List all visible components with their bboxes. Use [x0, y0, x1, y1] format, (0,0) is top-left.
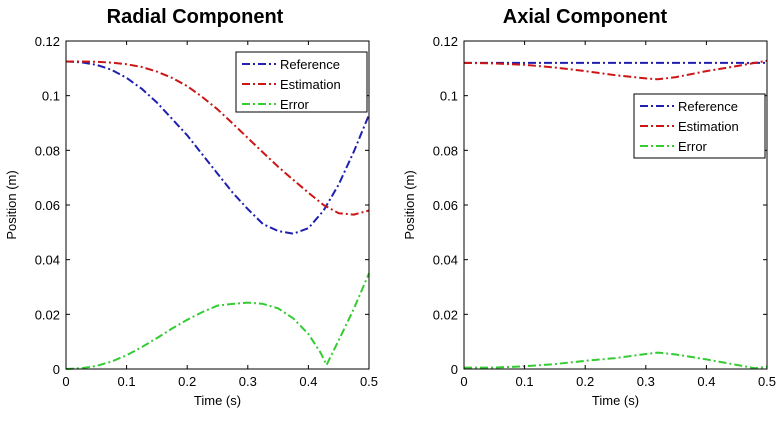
y-tick-label: 0.04	[35, 253, 60, 268]
y-tick-label: 0	[53, 362, 60, 377]
y-tick-label: 0.06	[35, 198, 60, 213]
series-line-estimation	[463, 59, 768, 81]
series-line-reference	[65, 60, 370, 235]
y-tick-label: 0.04	[433, 253, 458, 268]
x-tick-label: 0.5	[360, 374, 378, 389]
x-tick-label: 0.1	[516, 374, 534, 389]
legend-box	[633, 93, 766, 159]
plot-area-frame	[463, 40, 768, 370]
radial-chart-panel: Radial Component 0 0.1 0.2 0.3 0.4 0.5 0 0.02 0.…	[0, 0, 390, 418]
legend: Reference Estimation Error	[235, 51, 368, 113]
chart-title: Radial Component	[106, 6, 284, 28]
x-tick-label: 0.2	[576, 374, 594, 389]
legend-label-error: Error	[678, 139, 708, 154]
series-line-error	[65, 272, 370, 370]
y-axis-label: Position (m)	[4, 170, 19, 239]
y-tick-label: 0.06	[433, 198, 458, 213]
y-tick-label: 0.1	[440, 89, 458, 104]
y-tick-label: 0.08	[433, 143, 458, 158]
x-tick-label: 0.2	[178, 374, 196, 389]
legend: Reference Estimation Error	[633, 93, 766, 159]
legend-label-estimation: Estimation	[678, 119, 739, 134]
legend-label-error: Error	[280, 97, 310, 112]
x-tick-label: 0.4	[299, 374, 317, 389]
y-tick-label: 0	[451, 362, 458, 377]
x-axis-label: Time (s)	[592, 393, 639, 408]
y-tick-label: 0.02	[35, 307, 60, 322]
x-tick-label: 0	[460, 374, 467, 389]
x-tick-label: 0.3	[239, 374, 257, 389]
x-tick-label: 0.5	[758, 374, 776, 389]
legend-label-reference: Reference	[678, 99, 738, 114]
radial-chart: 0 0.1 0.2 0.3 0.4 0.5 0 0.02 0.04 0.06 0.08 0.1 0.12…	[4, 34, 378, 408]
y-tick-label: 0.1	[42, 89, 60, 104]
x-tick-label: 0.4	[697, 374, 715, 389]
x-tick-label: 0.1	[118, 374, 136, 389]
y-tick-label: 0.02	[433, 307, 458, 322]
chart-title: Axial Component	[502, 6, 668, 28]
y-tick-label: 0.08	[35, 143, 60, 158]
legend-label-estimation: Estimation	[280, 77, 341, 92]
y-tick-label: 0.12	[35, 34, 60, 49]
y-axis-label: Position (m)	[402, 170, 417, 239]
axial-chart: 0 0.1 0.2 0.3 0.4 0.5 0 0.02 0.04 0.06 0.08 0.1 0.12…	[402, 34, 776, 408]
x-axis-label: Time (s)	[194, 393, 241, 408]
axial-chart-panel: Axial Component 0 0.1 0.2 0.3 0.4 0.5 0 0.02 0.0…	[390, 0, 780, 418]
legend-box	[235, 51, 368, 113]
y-tick-label: 0.12	[433, 34, 458, 49]
series-line-error	[464, 351, 768, 370]
series-line-estimation	[66, 60, 370, 216]
x-tick-label: 0.3	[637, 374, 655, 389]
x-tick-label: 0	[62, 374, 69, 389]
legend-label-reference: Reference	[280, 57, 340, 72]
